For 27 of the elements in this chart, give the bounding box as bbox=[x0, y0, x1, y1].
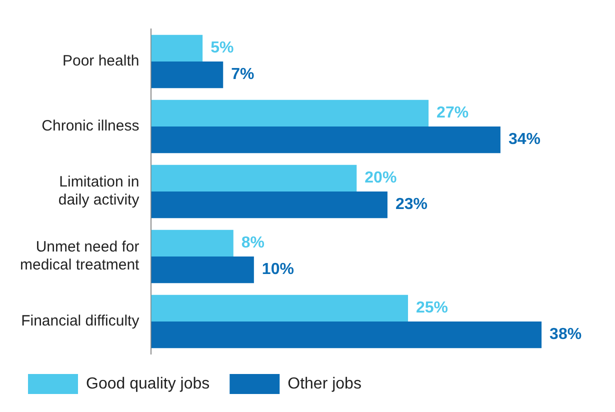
bar bbox=[151, 322, 542, 348]
data-label: 5% bbox=[210, 40, 234, 57]
legend-label: Good quality jobs bbox=[86, 375, 210, 392]
bar bbox=[151, 192, 388, 218]
data-label: 25% bbox=[416, 300, 448, 317]
bar bbox=[151, 294, 408, 322]
data-label: 8% bbox=[241, 234, 265, 252]
data-label: 27% bbox=[436, 104, 469, 122]
y-tick-label: Chronic illness bbox=[42, 118, 140, 135]
bar bbox=[151, 34, 203, 62]
bar bbox=[151, 62, 224, 88]
legend-label: Other jobs bbox=[288, 375, 362, 392]
y-tick-label: Unmet need for medical treatment bbox=[20, 238, 140, 274]
bar bbox=[151, 256, 254, 284]
data-label: 20% bbox=[364, 170, 397, 187]
data-label: 7% bbox=[231, 66, 254, 84]
bar bbox=[151, 230, 234, 256]
bar bbox=[151, 126, 500, 154]
bar bbox=[151, 164, 357, 192]
bar bbox=[151, 100, 429, 126]
y-tick-label: Poor health bbox=[62, 52, 140, 70]
data-label: 10% bbox=[262, 261, 294, 278]
y-tick-label: Limitation in daily activity bbox=[58, 174, 140, 209]
y-tick-label: Financial difficulty bbox=[21, 312, 140, 330]
data-label: 34% bbox=[508, 131, 540, 148]
data-label: 23% bbox=[395, 196, 428, 214]
data-label: 38% bbox=[550, 326, 582, 344]
